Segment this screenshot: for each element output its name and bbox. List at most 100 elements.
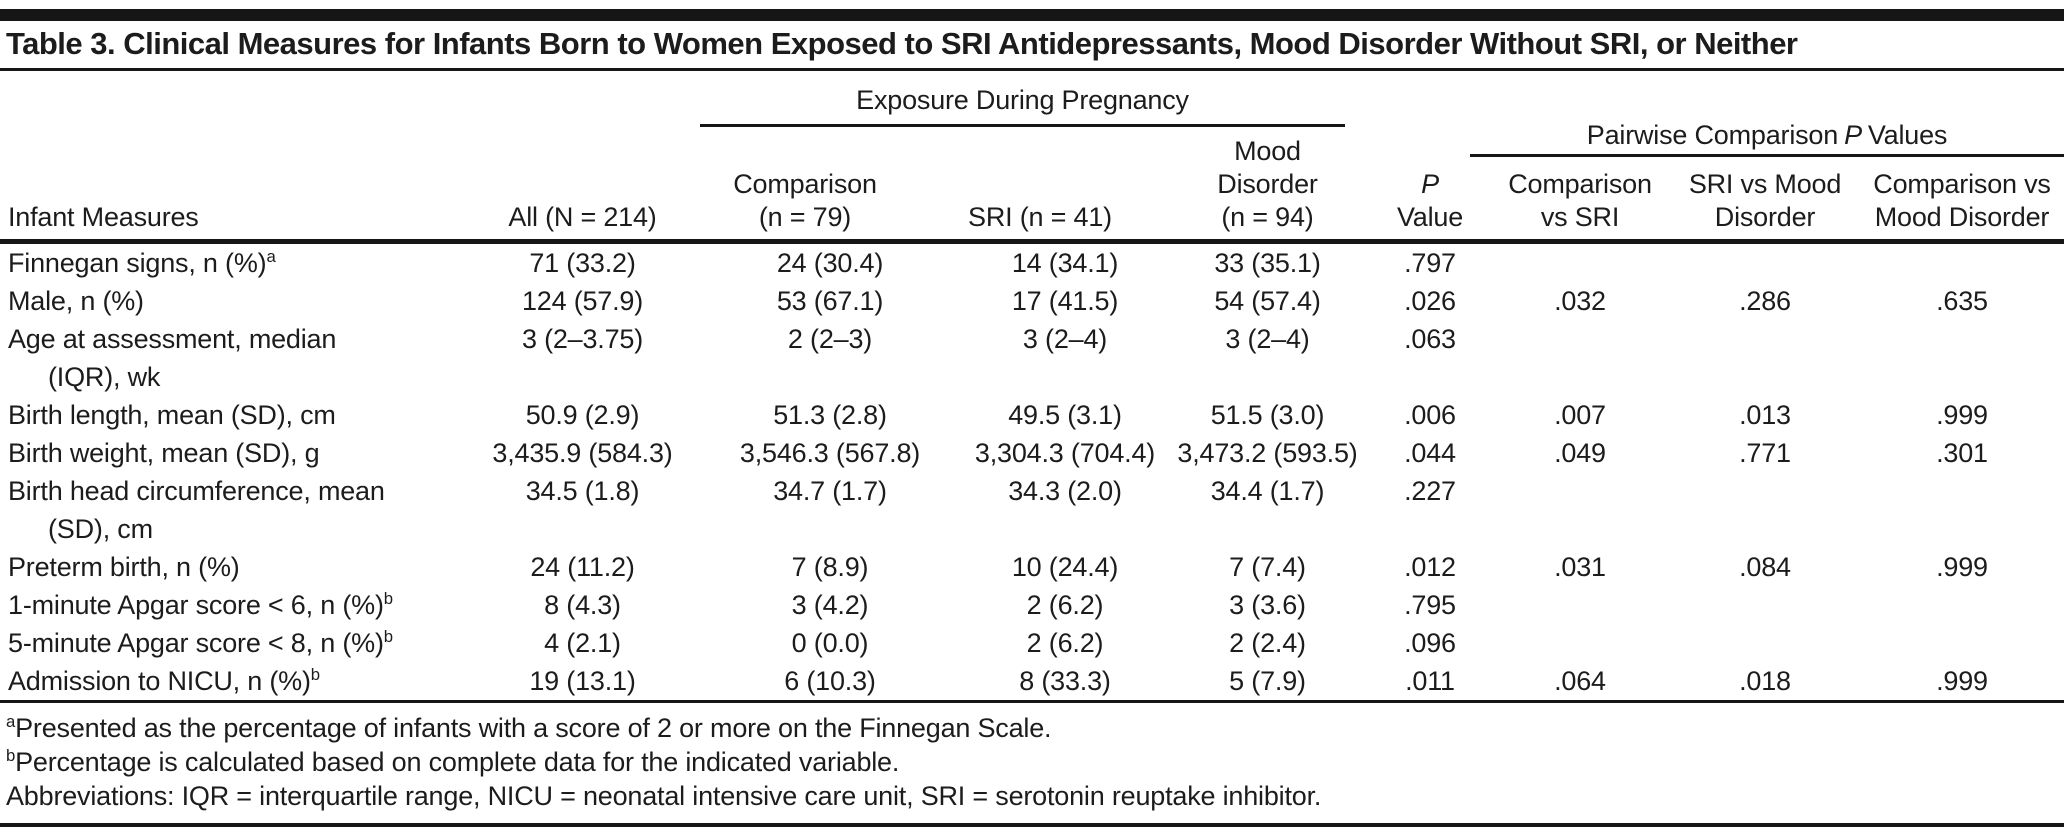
column-header-line: Value — [1396, 202, 1464, 232]
value-cell: .031 — [1554, 552, 1606, 582]
value-cell: 3,546.3 (567.8) — [739, 438, 921, 468]
table-figure: Table 3. Clinical Measures for Infants B… — [0, 9, 2064, 838]
value-cell: 3 (2–4) — [1022, 324, 1108, 354]
measure-label: 1-minute Apgar score < 6, n (%) — [8, 590, 384, 620]
value-cell: 3,473.2 (593.5) — [1177, 438, 1358, 468]
value-cell: 33 (35.1) — [1214, 248, 1321, 278]
column-header-line: vs SRI — [1540, 202, 1620, 232]
column-header-line: Comparison — [1508, 169, 1652, 199]
column-header-sri: SRI (n = 41) — [965, 201, 1165, 234]
value-cell: .012 — [1404, 552, 1456, 582]
column-header-mood-disorder: Mood Disorder (n = 94) — [1165, 135, 1370, 234]
column-header-line: (n = 79) — [758, 202, 852, 232]
footnote-text: Percentage is calculated based on comple… — [15, 747, 900, 777]
measure-cell: Admission to NICU, n (%)b — [0, 662, 470, 700]
footnote-marker: b — [383, 627, 393, 646]
value-cell: 0 (0.0) — [791, 628, 869, 658]
value-cell: .096 — [1404, 628, 1456, 658]
table-row: Finnegan signs, n (%)a 71 (33.2) 24 (30.4)… — [0, 244, 2064, 282]
value-cell: 34.4 (1.7) — [1210, 476, 1325, 506]
footnote-line: bPercentage is calculated based on compl… — [6, 745, 2064, 779]
column-header-line: Mood — [1234, 136, 1301, 166]
value-cell: 3 (2–4) — [1225, 324, 1310, 354]
measure-label-continuation: (SD), cm — [48, 514, 153, 544]
value-cell: .044 — [1404, 438, 1456, 468]
value-cell: 2 (2.4) — [1229, 628, 1306, 658]
spanner-pairwise-label-pre: Pairwise Comparison — [1586, 120, 1839, 150]
value-cell: 24 (30.4) — [776, 248, 884, 278]
header-rule — [0, 239, 2064, 244]
spanner-pairwise-comparison-p-values: Pairwise Comparison P Values — [1470, 117, 2064, 157]
value-cell: 14 (34.1) — [1011, 248, 1119, 278]
value-cell: .795 — [1404, 590, 1456, 620]
table-row: 5-minute Apgar score < 8, n (%)b 4 (2.1) 0… — [0, 624, 2064, 662]
footnote-text: Abbreviations: IQR = interquartile range… — [6, 781, 1322, 811]
value-cell: 2 (6.2) — [1026, 628, 1104, 658]
footnote-line: Abbreviations: IQR = interquartile range… — [6, 779, 2064, 813]
value-cell: 50.9 (2.9) — [525, 400, 640, 430]
value-cell: .032 — [1554, 286, 1606, 316]
column-header-comparison-vs-sri: Comparison vs SRI — [1490, 168, 1670, 234]
value-cell: 53 (67.1) — [776, 286, 884, 316]
measure-label: Birth head circumference, mean — [8, 476, 385, 506]
value-cell: 8 (4.3) — [544, 590, 621, 620]
value-cell: .999 — [1936, 666, 1988, 696]
value-cell: .771 — [1739, 438, 1791, 468]
value-cell: 54 (57.4) — [1214, 286, 1321, 316]
value-cell: .064 — [1554, 666, 1606, 696]
measure-cell: Age at assessment, median (IQR), wk — [0, 320, 470, 396]
value-cell: .011 — [1405, 666, 1455, 696]
value-cell: 3,304.3 (704.4) — [974, 438, 1156, 468]
table-header: Exposure During Pregnancy Pairwise Compa… — [0, 71, 2064, 239]
value-cell: .286 — [1739, 286, 1791, 316]
value-cell: 51.5 (3.0) — [1210, 400, 1325, 430]
value-cell: 49.5 (3.1) — [1008, 400, 1122, 430]
column-header-line: All (N = 214) — [508, 202, 657, 232]
measure-cell: Birth length, mean (SD), cm — [0, 396, 470, 434]
spanner-pairwise-label-post: Values — [1867, 120, 1948, 150]
value-cell: 19 (13.1) — [529, 666, 636, 696]
value-cell: .007 — [1554, 400, 1606, 430]
value-cell: .006 — [1404, 400, 1456, 430]
column-header-line: Comparison — [733, 169, 877, 199]
column-header-line: (n = 94) — [1221, 202, 1314, 232]
column-header-line: P — [1421, 169, 1439, 199]
table-row: Birth length, mean (SD), cm 50.9 (2.9) 51.… — [0, 396, 2064, 434]
bottom-rule — [0, 823, 2064, 827]
table-row: Birth weight, mean (SD), g 3,435.9 (584.3… — [0, 434, 2064, 472]
footnote-text: Presented as the percentage of infants w… — [15, 713, 1052, 743]
value-cell: 7 (8.9) — [791, 552, 869, 582]
spanner-pairwise-label-italic-p: P — [1844, 120, 1862, 150]
measure-cell: Preterm birth, n (%) — [0, 548, 470, 586]
value-cell: 24 (11.2) — [530, 552, 635, 582]
footnote-marker: a — [6, 712, 16, 731]
title-rule — [0, 68, 2064, 71]
value-cell: .797 — [1404, 248, 1456, 278]
value-cell: .063 — [1404, 324, 1456, 354]
value-cell: .084 — [1739, 552, 1791, 582]
value-cell: .049 — [1554, 438, 1606, 468]
value-cell: .227 — [1404, 476, 1456, 506]
value-cell: 7 (7.4) — [1229, 552, 1306, 582]
table-row: Admission to NICU, n (%)b 19 (13.1) 6 (10.… — [0, 662, 2064, 700]
value-cell: 51.3 (2.8) — [773, 400, 887, 430]
value-cell: .018 — [1739, 666, 1791, 696]
table-title: Table 3. Clinical Measures for Infants B… — [6, 26, 1798, 61]
value-cell: 5 (7.9) — [1229, 666, 1306, 696]
value-cell: 3,435.9 (584.3) — [492, 438, 673, 468]
column-header-line: Disorder — [1714, 202, 1816, 232]
column-header-line: SRI vs Mood — [1688, 169, 1842, 199]
value-cell: 2 (2–3) — [787, 324, 873, 354]
value-cell: .013 — [1739, 400, 1791, 430]
table-row: Age at assessment, median (IQR), wk 3 (2–3… — [0, 320, 2064, 396]
table-row: Birth head circumference, mean (SD), cm 34… — [0, 472, 2064, 548]
footnote-marker: b — [310, 665, 320, 684]
value-cell: 34.3 (2.0) — [1008, 476, 1122, 506]
measure-cell: 5-minute Apgar score < 8, n (%)b — [0, 624, 470, 662]
column-header-sri-vs-mood-disorder: SRI vs Mood Disorder — [1670, 168, 1860, 234]
value-cell: 2 (6.2) — [1026, 590, 1104, 620]
column-header-comparison-vs-mood-disorder: Comparison vs Mood Disorder — [1860, 168, 2064, 234]
measure-label: Male, n (%) — [8, 286, 144, 316]
measure-label: Admission to NICU, n (%) — [8, 666, 311, 696]
value-cell: 6 (10.3) — [784, 666, 876, 696]
